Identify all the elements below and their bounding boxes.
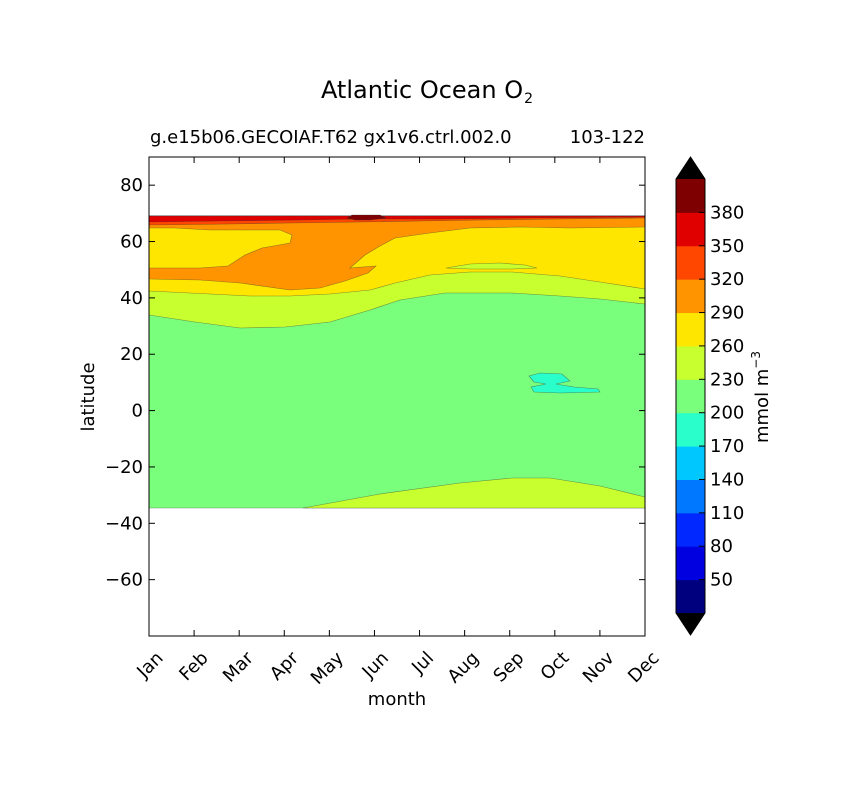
y-tick-label: −40 — [105, 513, 143, 534]
x-tick-label: Feb — [175, 648, 212, 685]
y-tick-label: 60 — [120, 232, 143, 253]
colorbar-swatch — [676, 279, 705, 314]
x-tick-label: Aug — [444, 648, 484, 688]
colorbar-label-exponent: −3 — [749, 351, 763, 369]
colorbar-tick-label: 320 — [710, 269, 744, 290]
colorbar-tick-label: 380 — [710, 202, 744, 223]
chart-subtitle-case: g.e15b06.GECOIAF.T62 gx1v6.ctrl.002.0 — [150, 127, 512, 148]
colorbar-tick-label: 230 — [710, 369, 744, 390]
colorbar-outline — [675, 156, 706, 636]
colorbar-swatch — [676, 412, 705, 447]
colorbar-swatch — [676, 345, 705, 380]
colorbar-tick-label: 200 — [710, 403, 744, 424]
y-tick-label: 80 — [120, 175, 143, 196]
colorbar-tick-label: 80 — [710, 536, 733, 557]
chart-title: Atlantic Ocean O2 — [0, 76, 854, 107]
x-tick-label: Jan — [132, 648, 167, 683]
colorbar: 50 80 110 140 170 200 230 260 290 320 350 380 — [675, 156, 744, 636]
y-tick-label: −20 — [105, 457, 143, 478]
band-290-320 — [149, 215, 645, 291]
x-tick-label: Jun — [358, 648, 393, 683]
x-tick-label: Mar — [219, 647, 258, 686]
colorbar-tick-label: 140 — [710, 469, 744, 490]
colorbar-swatch — [676, 245, 705, 280]
colorbar-swatch — [676, 212, 705, 247]
x-tick-label: Apr — [266, 647, 303, 684]
y-tick-label: 40 — [120, 288, 143, 309]
x-tick-label: Nov — [579, 647, 619, 687]
colorbar-tick-label: 170 — [710, 436, 744, 457]
y-axis-ticks: 80 60 40 20 0 −20 −40 −60 — [105, 175, 645, 591]
band-170-200 — [528, 372, 601, 394]
x-tick-label: Dec — [624, 648, 663, 687]
colorbar-tick-label: 290 — [710, 303, 744, 324]
colorbar-label: mmol m−3 — [749, 351, 773, 443]
band-380-410 — [346, 214, 388, 221]
colorbar-swatch — [676, 479, 705, 514]
y-tick-label: 20 — [120, 344, 143, 365]
contour-fills — [149, 214, 645, 509]
y-axis-label: latitude — [78, 362, 99, 431]
x-tick-label: May — [307, 647, 348, 688]
band-350-380 — [149, 215, 645, 223]
y-tick-label: 0 — [132, 401, 143, 422]
colorbar-swatch — [676, 546, 705, 581]
chart-subtitle-years: 103-122 — [569, 127, 645, 148]
colorbar-tick-label: 350 — [710, 236, 744, 257]
plot-frame — [148, 156, 646, 637]
x-tick-label: Jul — [407, 648, 438, 679]
x-tick-label: Sep — [489, 648, 528, 687]
colorbar-swatch — [676, 579, 705, 614]
band-290-320-sep — [445, 262, 538, 270]
colorbar-tick-label: 50 — [710, 570, 733, 591]
colorbar-extend-max — [676, 157, 705, 179]
colorbar-swatch — [676, 379, 705, 414]
x-tick-label: Oct — [537, 648, 574, 685]
colorbar-label-text: mmol m — [752, 369, 773, 443]
chart-title-main: Atlantic Ocean O — [320, 76, 524, 104]
colorbar-swatch — [676, 312, 705, 347]
colorbar-swatch — [676, 179, 705, 213]
colorbar-tick-label: 260 — [710, 336, 744, 357]
x-axis-label: month — [368, 689, 426, 710]
colorbar-swatch — [676, 512, 705, 547]
band-230-260-south — [302, 477, 645, 509]
colorbar-extend-min — [676, 613, 705, 635]
colorbar-swatch — [676, 446, 705, 480]
colorbar-tick-label: 110 — [710, 503, 744, 524]
y-tick-label: −60 — [105, 570, 143, 591]
chart-title-subscript: 2 — [524, 91, 534, 107]
